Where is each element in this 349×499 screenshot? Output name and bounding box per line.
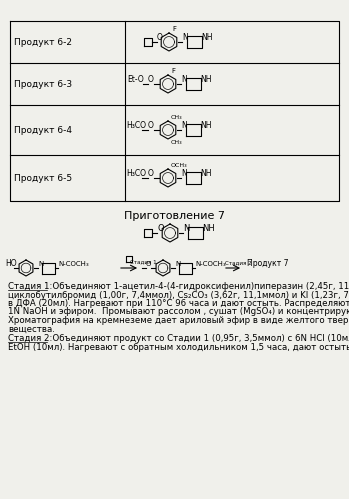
- Text: N-COCH₃: N-COCH₃: [195, 261, 225, 267]
- Text: N: N: [181, 74, 187, 83]
- Text: NH: NH: [200, 169, 212, 178]
- Text: Продукт 7: Продукт 7: [247, 258, 289, 267]
- Text: CH₃: CH₃: [171, 115, 183, 120]
- Text: OCH₃: OCH₃: [171, 163, 188, 168]
- Text: NH: NH: [200, 120, 212, 130]
- Text: Продукт 6-2: Продукт 6-2: [14, 37, 72, 46]
- Text: Приготовление 7: Приготовление 7: [124, 211, 224, 221]
- Text: O: O: [157, 224, 164, 233]
- Text: EtOH (10мл). Нагревают с обратным холодильником 1,5 часа, дают остыть и: EtOH (10мл). Нагревают с обратным холоди…: [8, 342, 349, 351]
- Text: 1N NaOH и эфиром.  Промывают рассолом , сушат (MgSO₄) и концентрируют.: 1N NaOH и эфиром. Промывают рассолом , с…: [8, 307, 349, 316]
- Text: NH: NH: [200, 74, 212, 83]
- Text: Стадия 1: Стадия 1: [130, 259, 157, 264]
- Text: циклобутилбромид (1,00г, 7,4ммол), Cs₂CO₃ (3,62г, 11,1ммол) и KI (1,23г, 7,4ммол: циклобутилбромид (1,00г, 7,4ммол), Cs₂CO…: [8, 290, 349, 299]
- Text: N: N: [38, 261, 43, 267]
- Text: F: F: [172, 26, 176, 32]
- Text: Стадия 2:: Стадия 2:: [8, 334, 52, 343]
- Text: Продукт 6-5: Продукт 6-5: [14, 174, 72, 183]
- Text: в ДФА (20мл). Нагревают при 110°C 96 часа и дают остыть. Распределяют между: в ДФА (20мл). Нагревают при 110°C 96 час…: [8, 299, 349, 308]
- Text: Объединяют 1-ацетил-4-(4-гидроксифенил)пиперазин (2,45г, 11,1ммол),: Объединяют 1-ацетил-4-(4-гидроксифенил)п…: [47, 282, 349, 291]
- Text: CH₃: CH₃: [171, 140, 183, 145]
- Text: Стадия 1:: Стадия 1:: [8, 282, 52, 291]
- Text: H₃CO: H₃CO: [126, 120, 146, 130]
- Text: Объединяют продукт со Стадии 1 (0,95г, 3,5ммол) с 6N HCl (10мл) и: Объединяют продукт со Стадии 1 (0,95г, 3…: [47, 334, 349, 343]
- Text: N: N: [181, 120, 187, 130]
- Text: N: N: [181, 169, 187, 178]
- Text: вещества.: вещества.: [8, 324, 55, 333]
- Text: N: N: [182, 32, 188, 41]
- Text: Хроматография на кремнеземе дает ариловый эфир в виде желтого твердого: Хроматография на кремнеземе дает ариловы…: [8, 316, 349, 325]
- Text: F: F: [171, 68, 175, 74]
- Text: Стадия 2: Стадия 2: [225, 260, 252, 265]
- Text: N-COCH₃: N-COCH₃: [58, 261, 89, 267]
- Text: H₃CO: H₃CO: [126, 169, 146, 178]
- Text: N: N: [183, 224, 190, 233]
- Text: N: N: [175, 261, 180, 267]
- Text: O: O: [157, 32, 163, 41]
- Text: HO: HO: [5, 258, 17, 267]
- Text: O: O: [146, 261, 151, 267]
- Text: Et-O: Et-O: [127, 74, 144, 83]
- Text: O: O: [148, 74, 154, 83]
- Text: NH: NH: [201, 32, 213, 41]
- Text: NH: NH: [202, 224, 215, 233]
- Text: Продукт 6-3: Продукт 6-3: [14, 79, 72, 88]
- Text: O: O: [148, 120, 154, 130]
- Text: O: O: [148, 169, 154, 178]
- Text: Продукт 6-4: Продукт 6-4: [14, 126, 72, 135]
